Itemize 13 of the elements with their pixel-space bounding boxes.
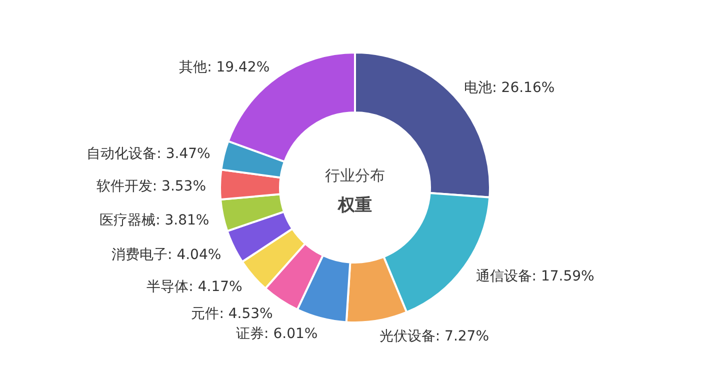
slice-label: 自动化设备: 3.47% [86, 146, 210, 162]
slice-label: 软件开发: 3.53% [96, 178, 206, 194]
slice-label: 证券: 6.01% [236, 326, 318, 342]
text: 权重 [337, 196, 372, 216]
slice-label: 其他: 19.42% [179, 59, 270, 76]
slice-label: 医疗器械: 3.81% [100, 212, 210, 228]
slice-label: 半导体: 4.17% [146, 279, 242, 296]
slice-label: 电池: 26.16% [464, 80, 555, 96]
slice-label: 消费电子: 4.04% [112, 247, 222, 264]
slice-label: 元件: 4.53% [191, 306, 273, 322]
slice-label: 光伏设备: 7.27% [379, 328, 490, 344]
slice-label: 通信设备: 17.59% [476, 268, 594, 285]
text: 行业分布 [325, 166, 385, 184]
